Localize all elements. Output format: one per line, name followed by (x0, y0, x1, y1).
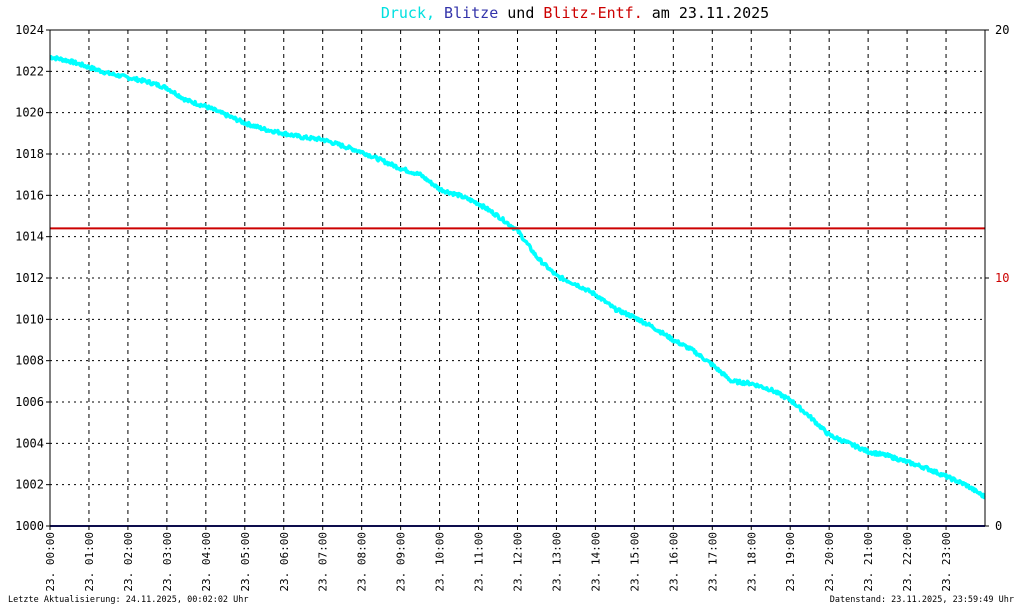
x-tick-label: 23. 01:00 (83, 532, 96, 592)
x-tick-label: 23. 23:00 (940, 532, 953, 592)
left-axis: 1000 1002 1004 1006 1008 1010 1012 1014 1016 1018… (15, 23, 50, 533)
x-tick-label: 23. 16:00 (667, 532, 680, 592)
title-und: und (507, 4, 534, 22)
right-axis: 0 10 20 (985, 23, 1009, 533)
x-tick-label: 23. 20:00 (823, 532, 836, 592)
title-blitz-entf: Blitz-Entf. (543, 4, 642, 22)
footer-last-update: Letzte Aktualisierung: 24.11.2025, 00:02… (8, 595, 249, 605)
footer-data-status: Datenstand: 23.11.2025, 23:59:49 Uhr (830, 595, 1014, 605)
y-left-tick-label: 1010 (15, 312, 44, 326)
x-tick-label: 23. 22:00 (901, 532, 914, 592)
y-left-tick-label: 1012 (15, 271, 44, 285)
title-druck: Druck, (381, 4, 435, 22)
x-tick-label: 23. 19:00 (784, 532, 797, 592)
y-right-tick-label: 20 (995, 23, 1009, 37)
grid (50, 30, 985, 526)
y-left-tick-label: 1008 (15, 354, 44, 368)
x-tick-label: 23. 11:00 (473, 532, 486, 592)
x-axis: 23. 00:00 23. 01:00 23. 02:00 23. 03:00 23. … (44, 526, 953, 592)
x-tick-label: 23. 15:00 (628, 532, 641, 592)
title-date: am 23.11.2025 (652, 4, 769, 22)
y-left-tick-label: 1020 (15, 106, 44, 120)
x-tick-label: 23. 06:00 (278, 532, 291, 592)
y-left-tick-label: 1006 (15, 395, 44, 409)
y-left-tick-label: 1000 (15, 519, 44, 533)
x-tick-label: 23. 02:00 (122, 532, 135, 592)
y-left-tick-label: 1018 (15, 147, 44, 161)
y-left-tick-label: 1014 (15, 230, 44, 244)
x-tick-label: 23. 04:00 (200, 532, 213, 592)
x-tick-label: 23. 18:00 (745, 532, 758, 592)
x-tick-label: 23. 03:00 (161, 532, 174, 592)
y-left-tick-label: 1016 (15, 188, 44, 202)
x-tick-label: 23. 13:00 (550, 532, 563, 592)
chart-title: Druck, Blitze und Blitz-Entf. am 23.11.2… (381, 4, 769, 22)
title-blitze: Blitze (444, 4, 498, 22)
y-left-tick-label: 1022 (15, 64, 44, 78)
x-tick-label: 23. 05:00 (239, 532, 252, 592)
x-tick-label: 23. 07:00 (317, 532, 330, 592)
y-right-tick-label: 0 (995, 519, 1002, 533)
x-tick-label: 23. 21:00 (862, 532, 875, 592)
x-tick-label: 23. 10:00 (434, 532, 447, 592)
x-tick-label: 23. 17:00 (706, 532, 719, 592)
y-left-tick-label: 1004 (15, 436, 44, 450)
x-tick-label: 23. 14:00 (589, 532, 602, 592)
x-tick-label: 23. 00:00 (44, 532, 57, 592)
x-tick-label: 23. 08:00 (356, 532, 369, 592)
x-tick-label: 23. 12:00 (512, 532, 525, 592)
y-right-tick-label: 10 (995, 271, 1009, 285)
x-tick-label: 23. 09:00 (395, 532, 408, 592)
y-left-tick-label: 1024 (15, 23, 44, 37)
y-left-tick-label: 1002 (15, 478, 44, 492)
